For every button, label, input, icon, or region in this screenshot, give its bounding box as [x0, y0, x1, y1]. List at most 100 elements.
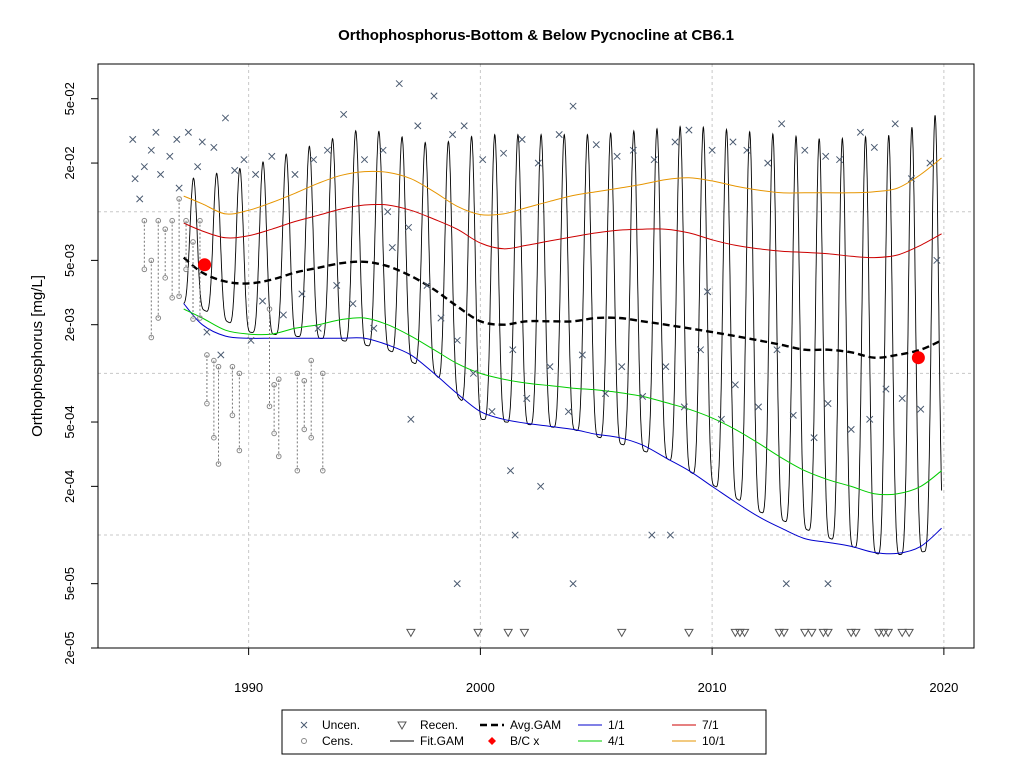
uncensored-point	[166, 152, 174, 160]
legend-entry: 7/1	[672, 718, 719, 732]
uncensored-point	[847, 425, 855, 433]
uncensored-point	[268, 152, 276, 160]
x-tick-label: 2020	[929, 680, 958, 695]
uncensored-point	[569, 102, 577, 110]
y-tick-label: 5e-03	[62, 244, 77, 277]
uncensored-point	[731, 381, 739, 389]
legend-label: Recen.	[420, 718, 458, 732]
recensored-point	[846, 628, 857, 638]
censored-point	[229, 363, 236, 370]
censored-point	[169, 217, 175, 224]
uncensored-point	[395, 80, 403, 88]
uncensored-point	[460, 122, 468, 130]
uncensored-point	[414, 122, 422, 130]
uncensored-point	[703, 288, 712, 296]
censored-point	[211, 357, 217, 364]
censored-point	[148, 257, 155, 264]
legend-entry: 10/1	[672, 734, 726, 748]
uncensored-point	[662, 363, 670, 371]
legend-box	[281, 709, 767, 755]
legend-entry: 4/1	[578, 734, 625, 748]
uncensored-point	[671, 138, 679, 146]
uncensored-point	[279, 311, 287, 319]
legend-symbol	[397, 721, 407, 731]
recensored-point	[774, 628, 785, 638]
x-tick-label: 1990	[234, 680, 263, 695]
recensored-point	[779, 628, 789, 638]
uncensored-point	[430, 92, 438, 100]
censored-point	[271, 430, 277, 437]
uncensored-point	[801, 146, 809, 154]
censored-point	[319, 370, 326, 377]
uncensored-point	[184, 128, 192, 136]
uncensored-point	[323, 146, 331, 154]
uncensored-point	[509, 346, 517, 354]
uncensored-point	[479, 156, 487, 164]
uncensored-point	[210, 143, 218, 151]
uncensored-point	[564, 408, 572, 416]
censored-point	[141, 217, 148, 224]
recensored-point	[405, 628, 416, 638]
uncensored-point	[933, 256, 941, 264]
uncensored-point	[696, 346, 705, 354]
series-1-1	[183, 303, 942, 555]
uncensored-point	[836, 156, 844, 164]
recensored-point	[739, 628, 750, 638]
recensored-point	[818, 628, 829, 638]
censored-point	[197, 217, 203, 224]
uncensored-point	[666, 531, 674, 539]
uncensored-point	[729, 138, 737, 146]
uncensored-point	[136, 195, 144, 203]
censored-point	[301, 377, 308, 384]
recensored-point	[850, 628, 861, 638]
uncensored-point	[506, 467, 515, 475]
censored-point	[319, 467, 326, 474]
censored-point	[155, 315, 162, 321]
legend-label: Cens.	[322, 734, 353, 748]
legend: Uncen. Cens. Recen. Fit.GAM Avg.GAM B/C x 1/1 4…	[281, 709, 767, 755]
uncensored-point	[221, 114, 230, 122]
uncensored-point	[298, 290, 306, 298]
censored-point	[229, 412, 236, 419]
uncensored-point	[152, 128, 160, 136]
legend-symbol	[301, 738, 307, 744]
series-4-1	[183, 308, 942, 496]
uncensored-point	[360, 156, 369, 164]
uncensored-point	[680, 403, 688, 411]
legend-entry: 1/1	[578, 718, 625, 732]
uncensored-point	[717, 415, 725, 423]
uncensored-point	[349, 300, 357, 308]
y-tick-label: 2e-05	[62, 631, 77, 664]
uncensored-point	[650, 156, 658, 164]
points-layer	[129, 80, 941, 638]
censored-point	[176, 196, 182, 202]
recensored-point	[730, 628, 741, 638]
uncensored-point	[882, 385, 890, 393]
uncensored-point	[824, 580, 832, 588]
censored-point	[141, 266, 148, 273]
uncensored-point	[147, 146, 155, 154]
uncensored-point	[437, 314, 445, 322]
chart-title: Orthophosphorus-Bottom & Below Pycnoclin…	[338, 27, 734, 44]
censored-point	[308, 357, 315, 364]
uncensored-point	[824, 400, 832, 408]
censored-point	[169, 295, 175, 301]
uncensored-point	[309, 156, 318, 164]
censored-point	[155, 217, 162, 224]
uncensored-point	[856, 128, 864, 136]
uncensored-point	[423, 281, 431, 289]
uncensored-point	[500, 149, 508, 157]
uncensored-point	[449, 131, 457, 139]
uncensored-point	[247, 336, 255, 344]
uncensored-point	[518, 135, 526, 143]
legend-entry: Recen.	[397, 718, 458, 732]
uncensored-point	[708, 146, 716, 154]
uncensored-point	[866, 415, 874, 423]
series-fit-gam	[183, 115, 943, 555]
uncensored-point	[453, 580, 461, 588]
series-7-1	[183, 203, 942, 259]
uncensored-point	[685, 126, 693, 134]
legend-entry: Cens.	[301, 734, 353, 748]
legend-entry: Uncen.	[300, 718, 360, 732]
